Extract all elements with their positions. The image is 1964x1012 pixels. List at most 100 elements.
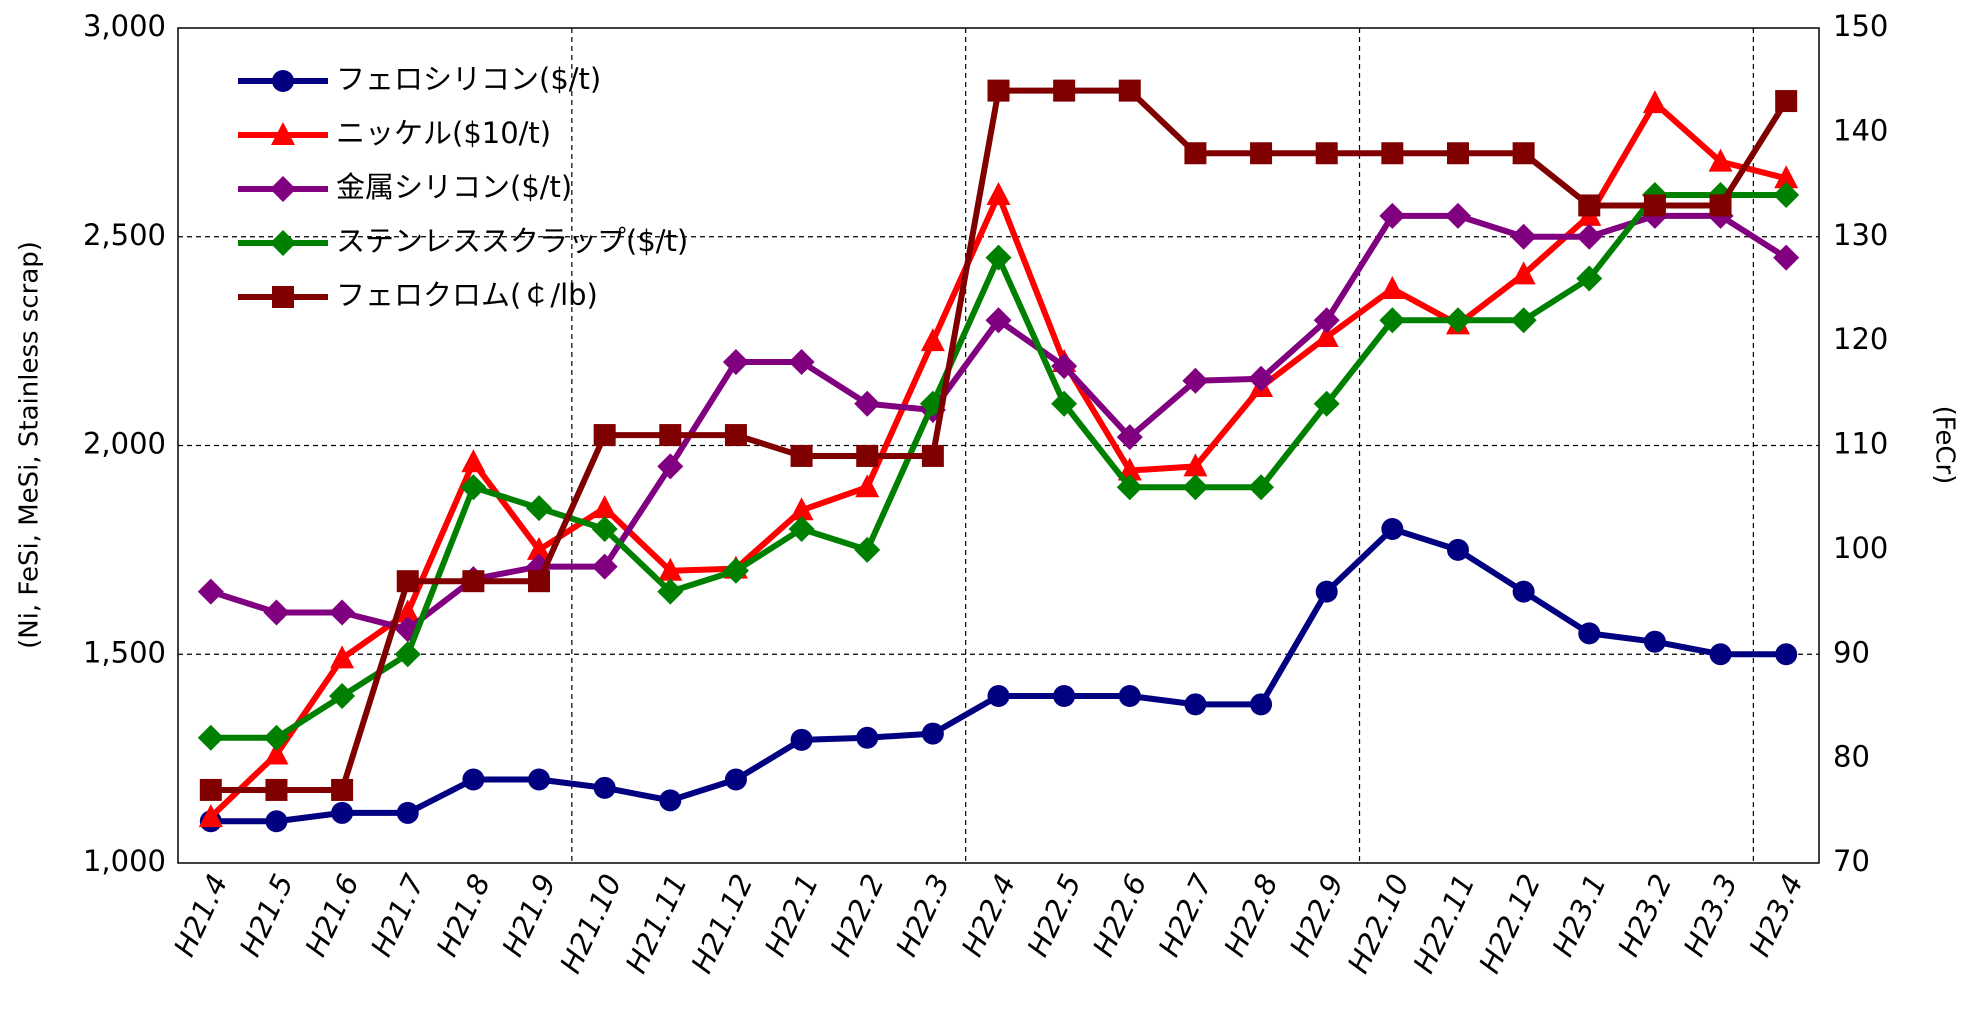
data-point <box>1118 79 1141 102</box>
data-point <box>1510 307 1537 334</box>
data-point <box>593 424 616 447</box>
data-point <box>788 516 815 542</box>
data-point <box>1118 685 1141 707</box>
data-point <box>789 497 814 521</box>
x-tick-label: H21.9 <box>495 869 562 962</box>
data-point <box>394 641 421 668</box>
data-point <box>987 79 1010 102</box>
x-tick-label: H22.4 <box>955 869 1022 962</box>
data-point <box>395 599 420 623</box>
data-point <box>527 536 552 560</box>
data-point <box>657 578 684 605</box>
data-point <box>985 244 1012 271</box>
data-point <box>1773 182 1800 208</box>
legend-label: フェロシリコン($/t) <box>336 62 601 96</box>
y2-tick-label: 110 <box>1833 427 1888 461</box>
data-point <box>1182 474 1209 501</box>
data-point <box>1773 244 1800 271</box>
data-point <box>263 599 290 626</box>
y-axis-label: (Ni, FeSi, MeSi, Stainless scrap) <box>15 241 45 649</box>
y-tick-label: 3,000 <box>83 9 166 43</box>
legend-label: ステンレススクラップ($/t) <box>336 224 688 258</box>
y-tick-label: 1,000 <box>83 844 166 878</box>
data-point <box>1512 142 1535 165</box>
data-point <box>461 449 486 473</box>
data-point <box>1053 685 1076 707</box>
x-tick-label: H22.10 <box>1341 869 1416 978</box>
data-point <box>1774 165 1799 189</box>
data-point <box>1379 202 1406 229</box>
data-point <box>1511 261 1536 285</box>
x-tick-label: H21.5 <box>233 869 300 962</box>
y-tick-label: 2,000 <box>83 427 166 461</box>
data-point <box>1643 630 1666 653</box>
data-point <box>657 453 684 480</box>
data-point <box>265 778 288 801</box>
x-tick-label: H21.7 <box>364 868 432 961</box>
data-point <box>1380 275 1405 299</box>
data-point <box>528 570 551 593</box>
data-point <box>1315 580 1338 603</box>
data-point <box>986 182 1011 205</box>
data-point <box>197 578 224 605</box>
data-point <box>724 424 747 447</box>
data-point <box>1775 90 1798 113</box>
data-point <box>1183 453 1208 477</box>
x-tick-label: H22.5 <box>1020 869 1087 962</box>
data-point <box>790 728 813 751</box>
y-tick-label: 2,500 <box>83 218 166 252</box>
data-point <box>1576 265 1603 292</box>
data-point <box>1051 390 1078 417</box>
data-point <box>1313 307 1340 334</box>
data-point <box>1510 223 1537 250</box>
data-point <box>921 722 944 745</box>
data-point <box>1379 307 1406 334</box>
x-tick-label: H22.3 <box>889 869 956 962</box>
legend-label: フェロクロム(￠/lb) <box>336 278 598 312</box>
data-point <box>985 307 1012 334</box>
series-line <box>210 192 1787 741</box>
x-tick-label: H22.8 <box>1217 869 1284 962</box>
data-point <box>460 474 487 501</box>
y2-tick-label: 80 <box>1833 740 1870 774</box>
data-point <box>591 553 618 580</box>
data-point <box>331 801 354 824</box>
x-tick-label: H21.11 <box>619 869 694 978</box>
data-point <box>987 685 1010 707</box>
data-point <box>1182 367 1209 394</box>
data-point <box>263 724 290 751</box>
x-tick-label: H22.12 <box>1472 869 1547 978</box>
x-tick-label: H22.7 <box>1152 868 1220 961</box>
plot-frame <box>177 27 1820 864</box>
data-point <box>1250 693 1273 716</box>
x-tick-label: H22.1 <box>758 869 825 962</box>
series-line <box>208 100 1787 820</box>
data-point <box>1248 365 1275 392</box>
data-point <box>329 599 356 626</box>
data-point <box>1051 353 1078 380</box>
x-tick-label: H21.12 <box>684 869 759 978</box>
x-tick-label: H22.2 <box>823 869 890 962</box>
data-point <box>396 801 419 824</box>
data-point <box>921 444 944 467</box>
y2-tick-label: 70 <box>1833 844 1870 878</box>
data-point <box>659 789 682 812</box>
data-point <box>788 349 815 375</box>
legend-label: ニッケル($10/t) <box>336 116 551 150</box>
data-point <box>265 810 288 833</box>
x-tick-label: H21.4 <box>167 869 234 962</box>
data-point <box>462 768 485 791</box>
legend-label: 金属シリコン($/t) <box>336 170 572 204</box>
data-point <box>198 804 223 828</box>
data-point <box>330 645 355 669</box>
data-point <box>1444 307 1471 334</box>
data-point <box>855 474 880 498</box>
y2-tick-label: 100 <box>1833 531 1888 565</box>
data-point <box>526 495 553 522</box>
data-point <box>1578 622 1601 645</box>
data-point <box>199 778 222 801</box>
data-point <box>1775 643 1798 666</box>
data-point <box>528 768 551 791</box>
data-point <box>856 726 879 749</box>
